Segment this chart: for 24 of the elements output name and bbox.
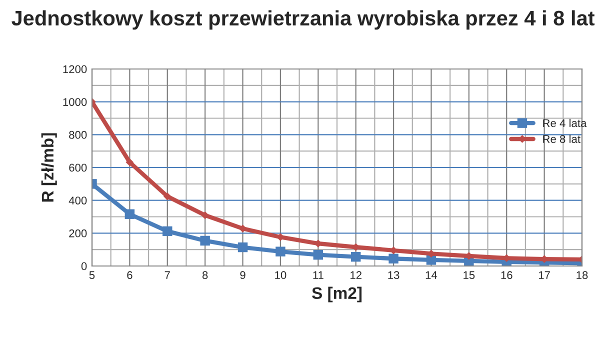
y-tick-label: 0 (81, 262, 87, 270)
y-axis-title: R [zł/mb] (41, 133, 57, 202)
x-tick-label: 11 (313, 271, 324, 279)
y-tick-label: 200 (69, 229, 87, 238)
x-tick-label: 16 (501, 271, 512, 280)
x-tick-label: 9 (240, 271, 246, 280)
x-tick-label: 17 (538, 271, 550, 279)
x-tick-label: 14 (426, 271, 438, 279)
x-tick-label: 7 (164, 271, 170, 279)
x-tick-label: 18 (576, 271, 588, 280)
x-tick-label: 5 (89, 271, 95, 280)
y-tick-label: 1200 (63, 65, 87, 74)
x-tick-label: 13 (388, 271, 400, 280)
x-tick-label: 8 (202, 271, 208, 280)
x-tick-label: 15 (464, 271, 475, 280)
x-tick-label: 10 (275, 271, 286, 280)
chart-title: Jednostkowy koszt przewietrzania wyrobiska przez 4 i 8 lat (12, 10, 595, 30)
x-axis-title: S [m2] (312, 286, 362, 302)
y-tick-label: 800 (69, 130, 87, 139)
y-tick-label: 400 (68, 196, 87, 204)
y-tick-label: 1000 (63, 98, 87, 106)
y-tick-label: 600 (69, 164, 87, 172)
x-tick-label: 6 (127, 271, 132, 280)
x-tick-label: 12 (350, 271, 362, 279)
